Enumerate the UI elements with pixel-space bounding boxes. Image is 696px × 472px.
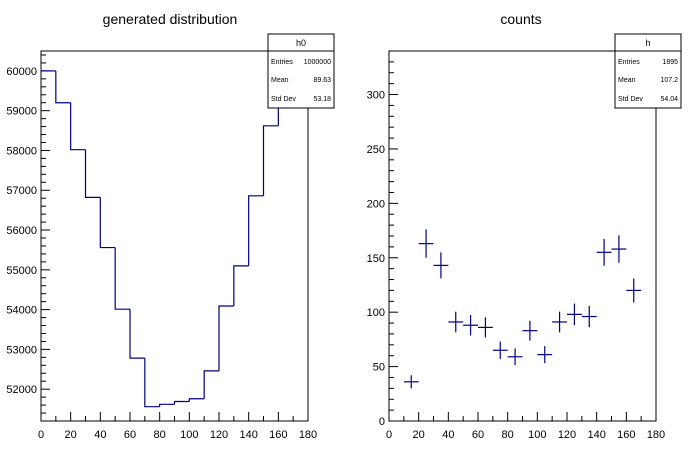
stats-mean-label: Mean bbox=[618, 77, 636, 84]
y-tick-label: 57000 bbox=[6, 185, 37, 197]
x-tick-label: 180 bbox=[647, 429, 665, 441]
y-tick-label: 52000 bbox=[6, 384, 37, 396]
stats-entries-value: 1895 bbox=[662, 59, 678, 66]
histogram-bin bbox=[144, 358, 160, 408]
y-tick-label: 50 bbox=[373, 362, 385, 374]
x-tick-label: 40 bbox=[442, 429, 454, 441]
x-axis: 0 20 40 60 80 100 120 140 160 180 bbox=[38, 412, 317, 441]
y-tick-label: 58000 bbox=[6, 145, 37, 157]
x-tick-label: 100 bbox=[528, 429, 546, 441]
x-tick-label: 140 bbox=[587, 429, 605, 441]
histogram-bin bbox=[262, 125, 279, 196]
stats-mean-value: 107.2 bbox=[660, 77, 678, 84]
stats-entries-label: Entries bbox=[271, 59, 293, 66]
y-tick-label: 200 bbox=[367, 198, 385, 210]
histogram-bin bbox=[248, 195, 264, 266]
stats-box-name: h bbox=[645, 38, 650, 48]
y-tick-label: 53000 bbox=[6, 344, 37, 356]
x-tick-label: 180 bbox=[299, 429, 317, 441]
data-point bbox=[537, 346, 553, 364]
x-tick-label: 100 bbox=[180, 429, 198, 441]
data-point bbox=[418, 229, 434, 258]
data-point bbox=[478, 317, 493, 338]
x-tick-label: 20 bbox=[65, 429, 77, 441]
histogram-bin bbox=[218, 305, 234, 371]
x-tick-label: 0 bbox=[386, 429, 392, 441]
data-point bbox=[552, 311, 567, 333]
histogram-bin bbox=[203, 370, 219, 399]
stats-stddev-value: 53.18 bbox=[313, 96, 331, 103]
x-tick-label: 120 bbox=[210, 429, 228, 441]
x-tick-label: 80 bbox=[154, 429, 166, 441]
x-tick-label: 120 bbox=[558, 429, 576, 441]
x-axis: 0 20 40 60 80 100 120 140 160 180 bbox=[386, 412, 665, 441]
chart-title: counts bbox=[500, 11, 541, 27]
data-point bbox=[596, 238, 612, 266]
data-point bbox=[522, 320, 538, 341]
histogram-bin bbox=[84, 149, 101, 199]
data-marks bbox=[41, 70, 308, 408]
chart-generated-distribution: generated distribution 0 20 40 60 80 100 120 14… bbox=[6, 11, 335, 441]
x-tick-label: 80 bbox=[502, 429, 514, 441]
y-tick-label: 54000 bbox=[6, 305, 37, 317]
data-point bbox=[626, 278, 642, 303]
y-tick-label: 250 bbox=[367, 144, 385, 156]
stats-stddev-label: Std Dev bbox=[271, 96, 296, 103]
stats-box-name: h0 bbox=[296, 38, 306, 48]
x-tick-label: 60 bbox=[124, 429, 136, 441]
data-point bbox=[611, 235, 627, 263]
y-tick-label: 56000 bbox=[6, 225, 37, 237]
y-tick-label: 55000 bbox=[6, 265, 37, 277]
histogram-bin bbox=[129, 309, 145, 359]
y-axis: 0 50 100 150 200 250 300 bbox=[367, 50, 398, 428]
x-tick-label: 60 bbox=[472, 429, 484, 441]
histogram-bin bbox=[114, 247, 130, 310]
chart-counts: counts 0 20 40 60 80 100 120 140 160 180 0 50 100 15… bbox=[367, 11, 682, 441]
y-tick-label: 150 bbox=[367, 253, 385, 265]
histogram-bin bbox=[70, 102, 86, 151]
chart-title: generated distribution bbox=[103, 11, 238, 27]
x-tick-label: 0 bbox=[38, 429, 44, 441]
stats-box-frame bbox=[614, 33, 682, 109]
histogram-bin bbox=[99, 197, 116, 249]
data-point bbox=[448, 311, 464, 333]
histogram-bin bbox=[173, 400, 190, 405]
data-point bbox=[492, 341, 508, 359]
y-tick-label: 100 bbox=[367, 307, 385, 319]
stats-stddev-value: 54.04 bbox=[660, 96, 678, 103]
stats-box: h0 Entries 1000000 Mean 89.63 Std Dev 53… bbox=[267, 33, 335, 109]
data-point bbox=[403, 375, 419, 389]
data-point bbox=[433, 252, 449, 279]
stats-stddev-label: Std Dev bbox=[618, 96, 643, 103]
y-tick-label: 300 bbox=[367, 90, 385, 102]
x-tick-label: 160 bbox=[617, 429, 635, 441]
data-point bbox=[567, 303, 582, 326]
x-tick-label: 40 bbox=[94, 429, 106, 441]
y-tick-label: 60000 bbox=[6, 66, 37, 78]
data-point bbox=[581, 305, 597, 328]
histogram-bin bbox=[188, 398, 205, 402]
data-marks bbox=[403, 229, 642, 389]
data-point bbox=[463, 315, 478, 336]
x-tick-label: 160 bbox=[269, 429, 287, 441]
stats-mean-label: Mean bbox=[271, 77, 289, 84]
histogram-bin bbox=[55, 70, 71, 104]
histogram-bin bbox=[233, 265, 249, 307]
y-tick-label: 59000 bbox=[6, 106, 37, 118]
y-tick-label: 0 bbox=[379, 416, 385, 428]
y-axis: 52000 53000 54000 55000 56000 57000 58000 59000… bbox=[6, 54, 50, 422]
data-point bbox=[507, 348, 523, 366]
stats-mean-value: 89.63 bbox=[313, 77, 331, 84]
stats-entries-value: 1000000 bbox=[304, 59, 331, 66]
stats-entries-label: Entries bbox=[618, 59, 640, 66]
stats-box: h Entries 1895 Mean 107.2 Std Dev 54.04 bbox=[614, 33, 682, 109]
x-tick-label: 140 bbox=[239, 429, 257, 441]
x-tick-label: 20 bbox=[413, 429, 425, 441]
histogram-bin bbox=[159, 403, 175, 407]
stats-box-frame bbox=[267, 33, 335, 109]
